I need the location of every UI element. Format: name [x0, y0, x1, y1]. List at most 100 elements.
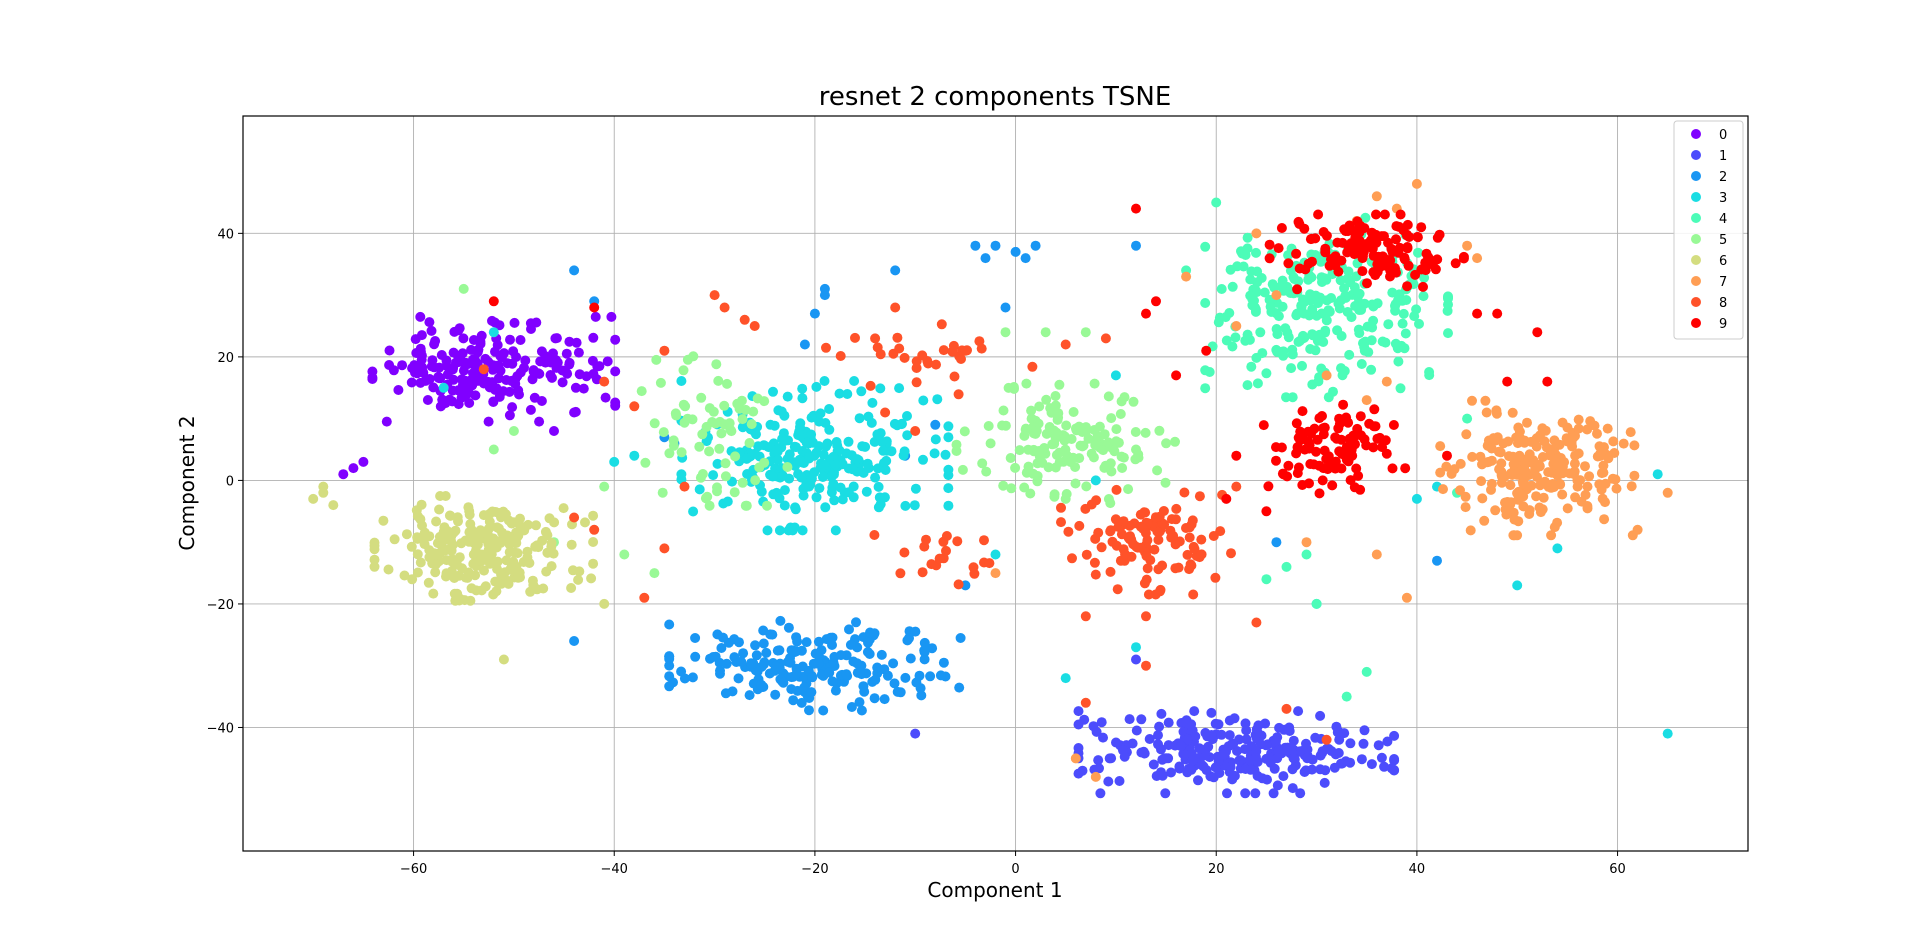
data-point: [1557, 489, 1568, 500]
data-point: [460, 535, 471, 546]
data-point: [763, 442, 774, 453]
data-point: [1252, 266, 1263, 277]
data-point: [1114, 776, 1125, 786]
data-point: [540, 357, 551, 368]
data-point: [914, 670, 925, 681]
data-point: [869, 628, 880, 639]
data-point: [1395, 209, 1406, 220]
data-point: [460, 572, 471, 583]
data-point: [1608, 436, 1619, 447]
data-point: [671, 410, 682, 421]
data-point: [1054, 379, 1065, 390]
data-point: [1061, 420, 1072, 431]
data-point: [445, 510, 456, 521]
data-point: [610, 397, 621, 408]
data-point: [1005, 453, 1016, 463]
data-point: [507, 402, 518, 413]
data-point: [1245, 290, 1256, 301]
data-point: [1241, 734, 1252, 745]
data-point: [453, 385, 464, 396]
data-point: [704, 500, 715, 511]
data-point: [1336, 758, 1346, 769]
data-point: [894, 383, 905, 394]
data-point: [1514, 488, 1525, 499]
data-point: [1371, 209, 1381, 220]
data-point: [718, 498, 729, 509]
y-tick-label: 0: [226, 474, 234, 489]
data-point: [985, 438, 996, 449]
data-point: [1274, 346, 1285, 357]
data-point: [1486, 484, 1496, 495]
data-point: [926, 559, 937, 570]
data-point: [819, 459, 830, 470]
legend-marker: [1691, 276, 1701, 286]
data-point: [678, 365, 689, 376]
data-point: [1397, 318, 1408, 329]
data-point: [415, 311, 426, 322]
data-point: [1273, 745, 1284, 756]
data-point: [801, 437, 812, 448]
data-point: [940, 449, 951, 460]
data-point: [1538, 492, 1549, 503]
data-point: [318, 481, 329, 492]
data-point: [899, 547, 910, 558]
data-point: [714, 657, 725, 668]
data-point: [753, 441, 764, 452]
data-point: [525, 586, 536, 597]
data-point: [472, 539, 483, 550]
data-point: [941, 545, 951, 556]
data-point: [1111, 540, 1122, 551]
data-point: [968, 562, 979, 573]
data-point: [1277, 301, 1288, 312]
data-point: [862, 458, 873, 469]
data-point: [872, 429, 883, 440]
data-point: [1250, 302, 1261, 313]
data-point: [406, 541, 417, 552]
data-point: [510, 374, 521, 385]
data-point: [569, 636, 580, 646]
data-point: [1348, 430, 1359, 441]
data-point: [1477, 493, 1488, 504]
data-point: [1200, 383, 1211, 394]
data-point: [1359, 725, 1370, 736]
data-point: [1555, 479, 1566, 490]
data-point: [492, 556, 503, 567]
data-point: [1140, 528, 1151, 538]
data-point: [1498, 438, 1509, 449]
data-point: [804, 705, 814, 716]
data-point: [1416, 222, 1427, 233]
data-point: [1127, 738, 1138, 749]
data-point: [586, 573, 597, 584]
data-point: [938, 657, 949, 668]
data-point: [783, 622, 794, 633]
data-point: [1088, 721, 1099, 732]
data-point: [931, 359, 941, 370]
data-point: [756, 679, 767, 690]
data-point: [1030, 240, 1041, 251]
data-point: [895, 687, 906, 698]
data-point: [869, 436, 880, 447]
data-point: [1410, 269, 1421, 280]
data-point: [902, 430, 913, 441]
data-point: [589, 302, 600, 313]
legend-box: [1673, 120, 1744, 340]
data-point: [1027, 361, 1038, 372]
data-point: [549, 517, 560, 528]
data-point: [744, 690, 755, 701]
data-point: [935, 670, 946, 681]
data-point: [829, 495, 840, 506]
data-point: [1077, 765, 1088, 776]
data-point: [1171, 503, 1182, 514]
data-point: [1272, 780, 1283, 791]
data-point: [1163, 717, 1174, 728]
data-point: [1607, 473, 1618, 484]
data-point: [1458, 253, 1469, 264]
data-point: [998, 405, 1009, 416]
data-point: [1026, 413, 1037, 424]
data-point: [384, 345, 395, 356]
data-point: [953, 579, 964, 590]
data-point: [1369, 404, 1380, 415]
data-point: [1090, 569, 1101, 580]
data-point: [384, 360, 395, 370]
data-point: [1159, 519, 1170, 530]
